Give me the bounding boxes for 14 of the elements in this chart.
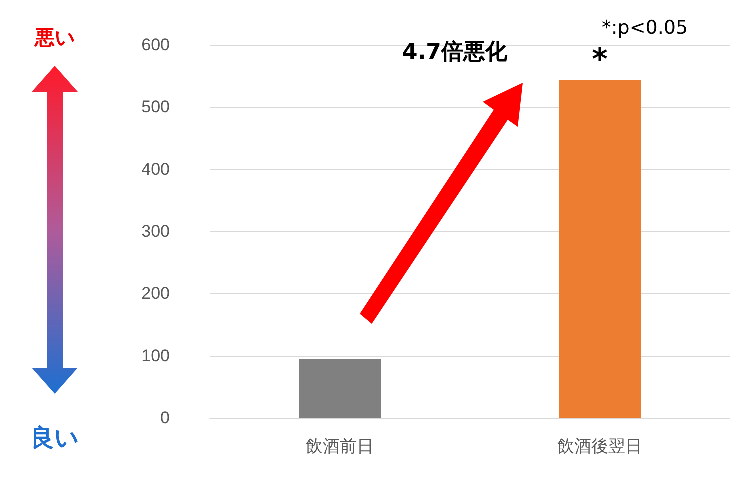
y-tick-label: 500 (142, 98, 170, 117)
text: 良い (30, 423, 80, 454)
x-tick-label: 飲酒前日 (306, 437, 374, 456)
y-tick-label: 600 (142, 36, 170, 54)
annotation: 4.7倍悪化 (402, 39, 508, 67)
text: *:p<0.05 (602, 17, 688, 39)
annotation: * (592, 42, 608, 78)
y-tick-label: 300 (142, 222, 170, 241)
y-tick-label: 400 (142, 160, 170, 179)
y-tick-label: 0 (160, 408, 170, 428)
y-tick-label: 200 (142, 284, 170, 304)
y-tick-label: 100 (142, 346, 170, 366)
x-tick-label: 飲酒後翌日 (558, 437, 642, 456)
text: 悪い (35, 24, 75, 52)
